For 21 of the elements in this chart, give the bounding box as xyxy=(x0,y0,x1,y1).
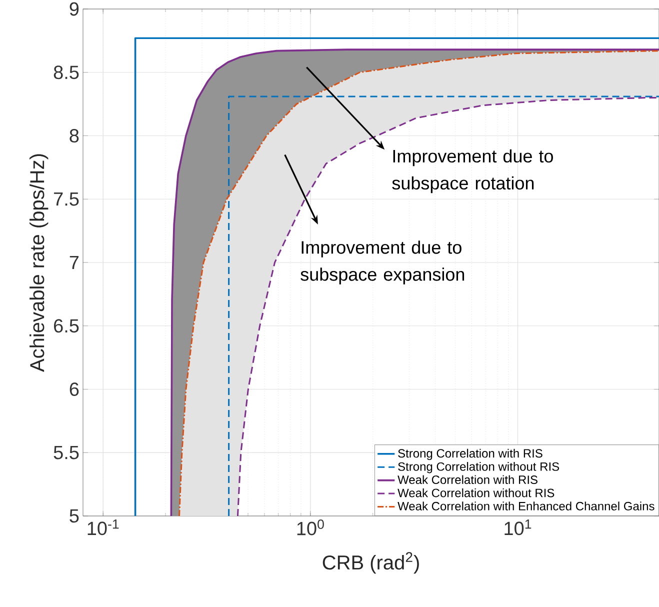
legend-label: Weak Correlation with Enhanced Channel Gains xyxy=(398,502,654,510)
y-tick-label: 8.5 xyxy=(54,66,79,80)
x-tick-label: 10$^{1}$ xyxy=(504,520,532,536)
legend-label: Weak Correlation with RIS xyxy=(398,475,538,484)
x-tick-label: 10$^{-1}$ xyxy=(88,520,119,536)
x-axis-title: CRB (rad$^{2}$) xyxy=(322,552,419,574)
x-tick-label: 10$^{0}$ xyxy=(297,520,324,536)
y-tick-label: 5.5 xyxy=(54,446,79,460)
legend-label: Strong Correlation with RIS xyxy=(398,448,542,460)
annotation: Improvement due to subspace rotation xyxy=(392,149,553,194)
y-tick-label: 6 xyxy=(70,382,79,396)
y-tick-label: 9 xyxy=(70,2,79,16)
y-tick-label: 7 xyxy=(70,256,79,270)
annotation: Improvement due to subspace expansion xyxy=(300,240,464,284)
y-axis-title: Achievable rate (bps/Hz) xyxy=(30,154,48,372)
y-tick-label: 5 xyxy=(70,509,79,523)
y-tick-label: 7.5 xyxy=(54,192,79,206)
legend-label: Strong Correlation without RIS xyxy=(398,462,560,474)
y-tick-label: 6.5 xyxy=(54,319,79,333)
legend-label: Weak Correlation without RIS xyxy=(398,488,554,498)
y-tick-label: 8 xyxy=(70,129,79,142)
